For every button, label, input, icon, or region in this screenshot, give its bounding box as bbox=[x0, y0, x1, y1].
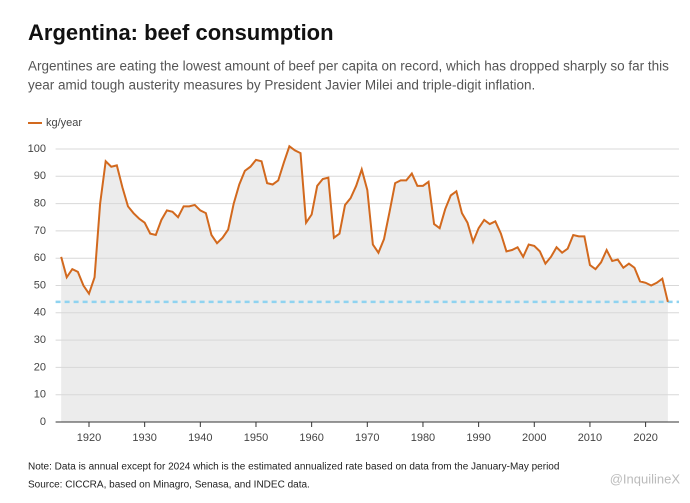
x-tick-label: 2010 bbox=[578, 432, 602, 444]
watermark: @InquilineX bbox=[610, 471, 681, 486]
y-tick-label: 100 bbox=[28, 143, 46, 155]
x-tick-label: 1960 bbox=[299, 432, 323, 444]
y-tick-label: 90 bbox=[34, 170, 46, 182]
y-tick-label: 10 bbox=[34, 389, 46, 401]
x-tick-label: 1970 bbox=[355, 432, 379, 444]
y-tick-label: 30 bbox=[34, 334, 46, 346]
y-tick-label: 20 bbox=[34, 361, 46, 373]
subtitle: Argentines are eating the lowest amount … bbox=[28, 59, 669, 74]
y-tick-label: 50 bbox=[34, 279, 46, 291]
x-tick-label: 1940 bbox=[188, 432, 212, 444]
y-tick-label: 70 bbox=[34, 225, 46, 237]
source: Source: CICCRA, based on Minagro, Senasa… bbox=[28, 480, 310, 491]
legend-label: kg/year bbox=[46, 117, 82, 129]
x-tick-label: 1980 bbox=[411, 432, 435, 444]
x-tick-label: 2020 bbox=[633, 432, 657, 444]
note: Note: Data is annual except for 2024 whi… bbox=[28, 462, 559, 473]
line bbox=[60, 144, 669, 303]
y-tick-label: 80 bbox=[34, 198, 46, 210]
area bbox=[61, 146, 668, 422]
x-tick-label: 1930 bbox=[132, 432, 156, 444]
x-tick-label: 1920 bbox=[77, 432, 101, 444]
x-tick-label: 1990 bbox=[466, 432, 490, 444]
x-tick-label: 2000 bbox=[522, 432, 546, 444]
y-tick-label: 40 bbox=[34, 307, 46, 319]
x-tick-label: 1950 bbox=[244, 432, 268, 444]
y-tick-label: 60 bbox=[34, 252, 46, 264]
chart-title: Argentina: beef consumption bbox=[28, 20, 334, 45]
y-tick-label: 0 bbox=[40, 416, 46, 428]
subtitle: year amid tough austerity measures by Pr… bbox=[28, 78, 535, 93]
